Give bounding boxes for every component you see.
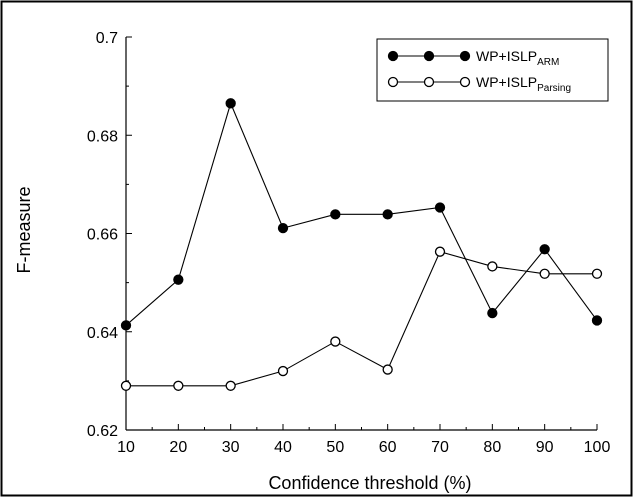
y-axis-title: F-measure (14, 186, 34, 273)
y-tick-label: 0.64 (87, 325, 118, 342)
legend-marker-0 (423, 50, 435, 62)
series-1-point (487, 261, 498, 272)
series-0-point (539, 244, 550, 255)
x-tick-label: 90 (536, 439, 554, 456)
x-tick-label: 70 (431, 439, 449, 456)
x-tick-label: 40 (274, 439, 292, 456)
y-ticks: 0.62 0.64 0.66 0.68 0.7 (87, 30, 132, 440)
series-1-point (120, 380, 132, 391)
series-line-1 (126, 251, 597, 387)
x-axis-title: Confidence threshold (%) (268, 473, 471, 493)
x-ticks: 10 20 30 40 50 60 70 80 90 100 (117, 424, 610, 456)
series-0-point (225, 98, 236, 109)
x-tick-label: 50 (326, 439, 344, 456)
series-1-point (225, 380, 236, 391)
series-0-point (277, 222, 289, 234)
x-tick-label: 20 (169, 439, 187, 456)
series-0-point (173, 274, 184, 285)
legend-marker-0 (459, 50, 471, 62)
series-line-0 (125, 101, 598, 326)
legend-marker-1 (423, 76, 435, 88)
y-tick-label: 0.68 (87, 128, 118, 145)
series-1-point (330, 336, 341, 347)
y-tick-label: 0.62 (87, 423, 118, 440)
legend-marker-1 (387, 76, 399, 88)
series-1-point (591, 268, 603, 279)
series-0-point (434, 202, 446, 213)
series-0-point (591, 315, 603, 326)
series-1-point (277, 365, 289, 377)
plot-series (120, 98, 603, 391)
series-1-point (382, 364, 393, 375)
series-0-point (120, 320, 132, 331)
series-0-point (330, 209, 341, 220)
x-tick-label: 30 (222, 439, 240, 456)
series-1-point (434, 246, 446, 257)
series-1-point (539, 268, 550, 279)
series-0-point (382, 209, 393, 220)
legend-marker-0 (387, 50, 399, 62)
y-tick-label: 0.7 (96, 30, 118, 47)
y-tick-label: 0.66 (87, 227, 118, 244)
x-tick-label: 80 (483, 439, 501, 456)
x-tick-label: 10 (117, 439, 135, 456)
legend-marker-1 (459, 76, 471, 88)
x-tick-label: 100 (584, 439, 611, 456)
legend-box (376, 38, 609, 102)
series-0-point (487, 307, 498, 319)
series-1-point (173, 380, 184, 391)
x-tick-label: 60 (379, 439, 397, 456)
